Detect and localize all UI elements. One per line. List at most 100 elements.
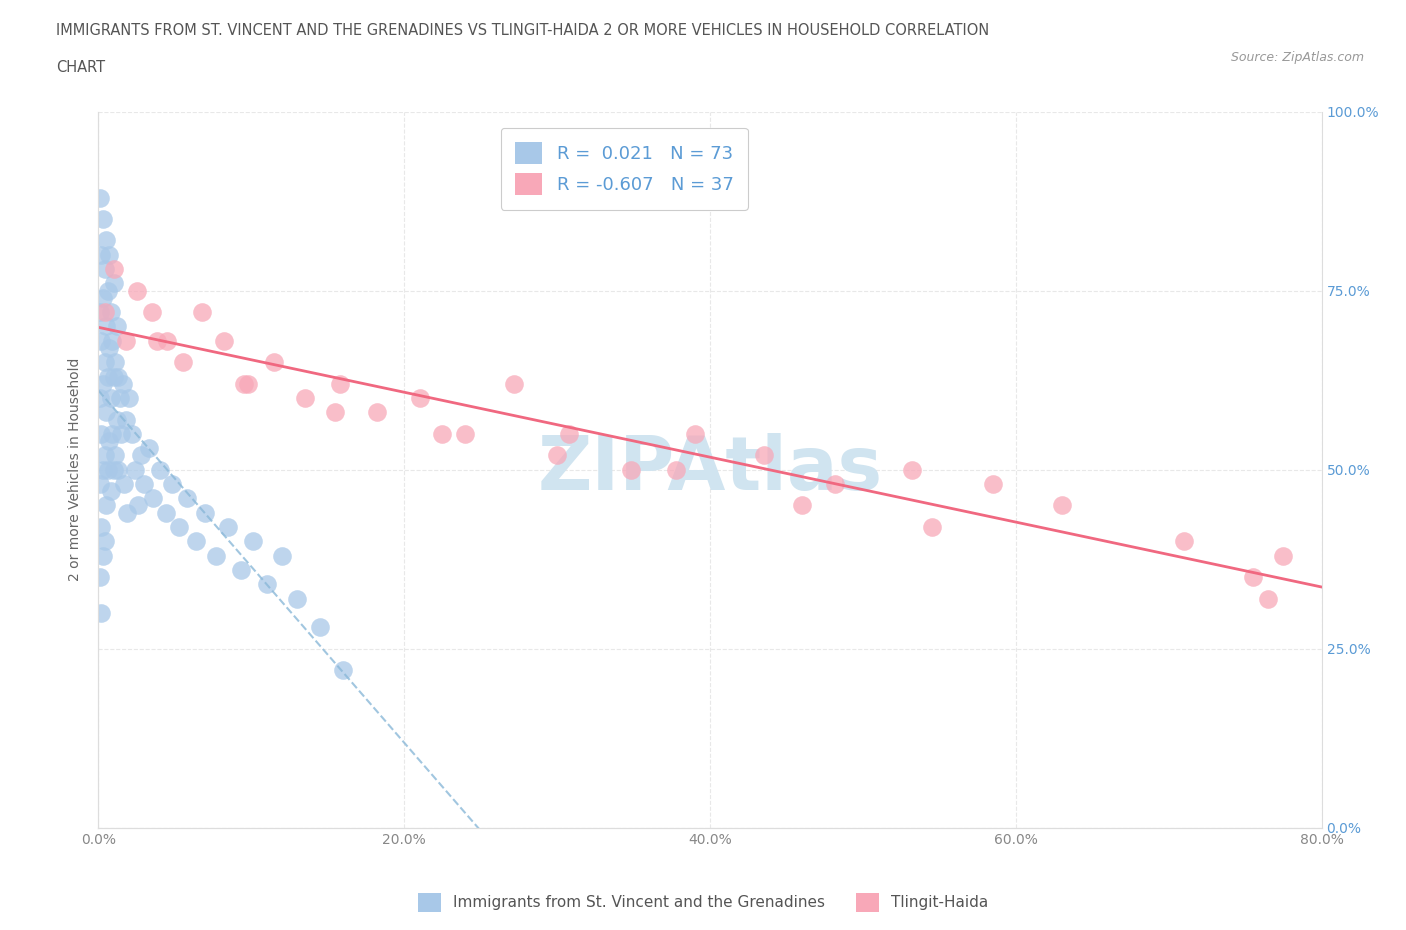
Point bbox=[111, 377, 134, 392]
Point bbox=[1241, 569, 1264, 585]
Point bbox=[256, 577, 278, 591]
Point bbox=[105, 319, 128, 334]
Point bbox=[97, 462, 120, 477]
Point bbox=[104, 448, 127, 463]
Point bbox=[94, 498, 117, 513]
Point bbox=[125, 284, 148, 299]
Point bbox=[332, 663, 354, 678]
Point bbox=[127, 498, 149, 513]
Point bbox=[1173, 534, 1195, 549]
Point bbox=[93, 305, 115, 320]
Point bbox=[93, 261, 115, 276]
Point bbox=[94, 405, 117, 419]
Point bbox=[103, 261, 125, 276]
Point bbox=[94, 233, 117, 248]
Point bbox=[89, 190, 111, 205]
Point bbox=[156, 333, 179, 348]
Point bbox=[91, 290, 114, 305]
Point bbox=[94, 319, 117, 334]
Point bbox=[232, 377, 254, 392]
Point bbox=[176, 491, 198, 506]
Text: Source: ZipAtlas.com: Source: ZipAtlas.com bbox=[1230, 51, 1364, 64]
Point bbox=[408, 391, 430, 405]
Point bbox=[270, 548, 292, 563]
Point bbox=[205, 548, 228, 563]
Point bbox=[294, 391, 316, 405]
Point bbox=[138, 441, 160, 456]
Point bbox=[91, 377, 114, 392]
Point bbox=[115, 412, 138, 427]
Point bbox=[790, 498, 813, 513]
Point bbox=[981, 476, 1004, 491]
Point bbox=[117, 505, 139, 520]
Point bbox=[546, 448, 568, 463]
Point bbox=[263, 355, 285, 370]
Text: IMMIGRANTS FROM ST. VINCENT AND THE GRENADINES VS TLINGIT-HAIDA 2 OR MORE VEHICL: IMMIGRANTS FROM ST. VINCENT AND THE GREN… bbox=[56, 23, 990, 38]
Point bbox=[1050, 498, 1073, 513]
Point bbox=[89, 391, 111, 405]
Point bbox=[141, 305, 163, 320]
Y-axis label: 2 or more Vehicles in Household: 2 or more Vehicles in Household bbox=[69, 358, 83, 581]
Point bbox=[101, 426, 124, 441]
Legend: R =  0.021   N = 73, R = -0.607   N = 37: R = 0.021 N = 73, R = -0.607 N = 37 bbox=[501, 127, 748, 210]
Point bbox=[93, 448, 115, 463]
Point bbox=[169, 520, 191, 535]
Point bbox=[1257, 591, 1279, 606]
Legend: Immigrants from St. Vincent and the Grenadines, Tlingit-Haida: Immigrants from St. Vincent and the Gren… bbox=[412, 887, 994, 918]
Point bbox=[103, 369, 125, 384]
Point bbox=[194, 505, 217, 520]
Point bbox=[107, 462, 129, 477]
Point bbox=[145, 333, 167, 348]
Point bbox=[309, 619, 332, 634]
Point bbox=[90, 605, 112, 620]
Point bbox=[619, 462, 641, 477]
Point bbox=[824, 476, 846, 491]
Point bbox=[98, 433, 121, 448]
Point bbox=[124, 462, 146, 477]
Point bbox=[142, 491, 165, 506]
Point bbox=[90, 426, 112, 441]
Point bbox=[91, 548, 114, 563]
Point bbox=[90, 247, 112, 262]
Point bbox=[107, 369, 129, 384]
Point bbox=[121, 426, 143, 441]
Point bbox=[432, 426, 454, 441]
Point bbox=[752, 448, 775, 463]
Point bbox=[129, 448, 152, 463]
Point bbox=[149, 462, 172, 477]
Point bbox=[103, 276, 125, 291]
Text: CHART: CHART bbox=[56, 60, 105, 75]
Point bbox=[1272, 548, 1295, 563]
Point bbox=[191, 305, 214, 320]
Point bbox=[665, 462, 688, 477]
Point bbox=[683, 426, 706, 441]
Text: ZIPAtlas: ZIPAtlas bbox=[537, 433, 883, 506]
Point bbox=[104, 355, 127, 370]
Point bbox=[100, 305, 122, 320]
Point bbox=[97, 369, 120, 384]
Point bbox=[242, 534, 264, 549]
Point bbox=[98, 340, 121, 355]
Point bbox=[101, 333, 124, 348]
Point bbox=[285, 591, 308, 606]
Point bbox=[325, 405, 347, 419]
Point bbox=[921, 520, 943, 535]
Point bbox=[90, 520, 112, 535]
Point bbox=[366, 405, 388, 419]
Point bbox=[901, 462, 924, 477]
Point bbox=[160, 476, 183, 491]
Point bbox=[98, 247, 121, 262]
Point bbox=[89, 476, 111, 491]
Point bbox=[558, 426, 581, 441]
Point bbox=[186, 534, 208, 549]
Point bbox=[89, 305, 111, 320]
Point bbox=[105, 412, 128, 427]
Point bbox=[91, 462, 114, 477]
Point bbox=[115, 333, 138, 348]
Point bbox=[217, 520, 239, 535]
Point bbox=[100, 391, 122, 405]
Point bbox=[212, 333, 235, 348]
Point bbox=[112, 476, 135, 491]
Point bbox=[108, 391, 131, 405]
Point bbox=[118, 391, 141, 405]
